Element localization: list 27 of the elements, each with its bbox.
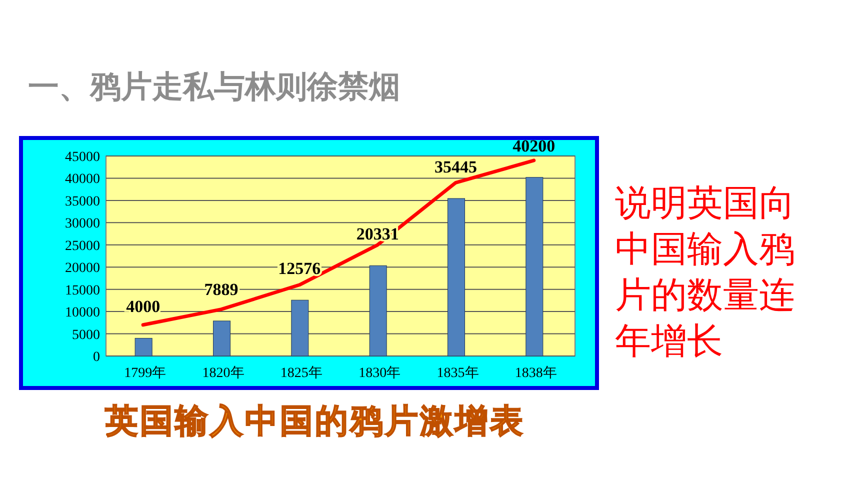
bar [213,320,230,356]
x-tick-label: 1835年 [436,365,479,381]
text: 说明英国向中国输入鸦片的数量连年增长 [615,183,795,362]
y-tick-label: 10000 [65,306,100,321]
chart-title: 一、鸦片走私与林则徐禁烟 [28,69,400,105]
y-tick-label: 30000 [65,216,100,232]
bar [369,265,387,356]
y-tick-label: 35000 [65,194,100,210]
x-tick-label: 1799年 [124,365,166,381]
y-tick-label: 40000 [65,172,100,188]
x-tick-label: 1820年 [202,365,244,381]
bar [134,338,152,356]
data-label: 40200 [512,136,556,156]
y-tick-label: 15000 [65,283,100,298]
bar [526,177,544,356]
y-tick-label: 5000 [72,328,100,343]
bar [291,300,309,356]
y-tick-label: 45000 [65,150,100,165]
data-label: 35445 [434,157,477,176]
y-tick-label: 0 [93,350,100,365]
bar [448,198,465,356]
y-tick-label: 20000 [65,261,100,276]
text: 英国输入中国的鸦片激增表 [104,401,525,440]
y-tick-label: 25000 [65,238,100,254]
x-tick-label: 1838年 [514,365,557,381]
x-tick-label: 1825年 [280,365,322,381]
x-tick-label: 1830年 [358,365,401,381]
